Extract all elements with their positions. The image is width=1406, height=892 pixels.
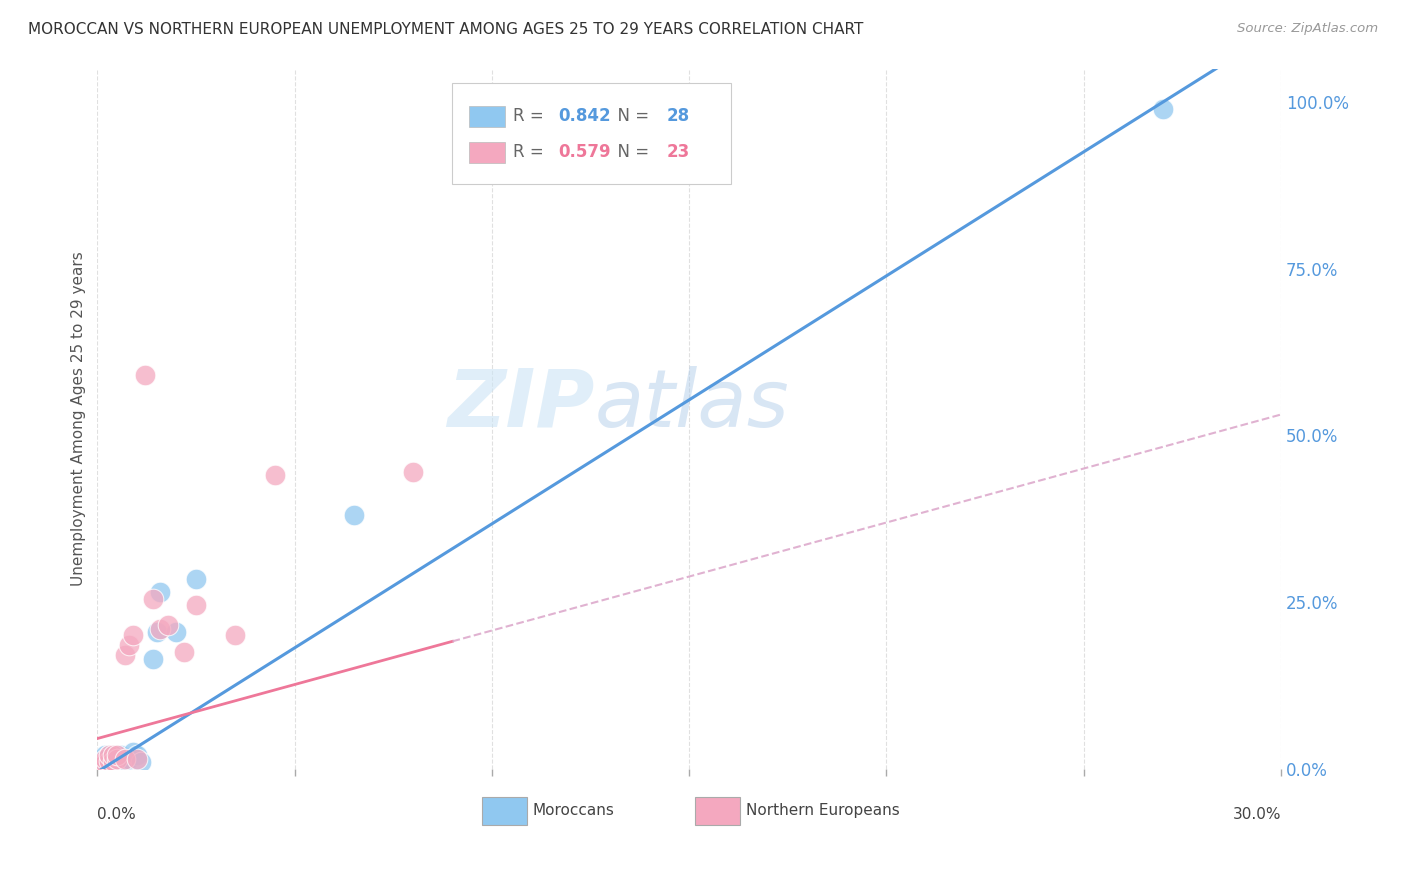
FancyBboxPatch shape	[470, 142, 505, 162]
Point	[94, 748, 117, 763]
Point	[101, 754, 124, 768]
Point	[90, 758, 112, 772]
Point	[101, 755, 124, 769]
Text: Source: ZipAtlas.com: Source: ZipAtlas.com	[1237, 22, 1378, 36]
Text: 30.0%: 30.0%	[1233, 807, 1281, 822]
Point	[343, 508, 366, 523]
Point	[98, 754, 121, 768]
Point	[94, 756, 117, 771]
Point	[145, 624, 167, 639]
Text: 0.842: 0.842	[558, 107, 610, 125]
Point	[149, 622, 172, 636]
Point	[101, 748, 124, 763]
Point	[184, 572, 207, 586]
Point	[114, 755, 136, 769]
Point	[142, 591, 165, 606]
Point	[125, 748, 148, 763]
Point	[114, 648, 136, 663]
Point	[94, 755, 117, 769]
Point	[125, 751, 148, 765]
Point	[94, 754, 117, 768]
Point	[94, 751, 117, 765]
Text: R =: R =	[513, 107, 548, 125]
Point	[110, 748, 132, 763]
Text: R =: R =	[513, 144, 548, 161]
Point	[173, 645, 195, 659]
Point	[105, 751, 128, 765]
Point	[121, 628, 143, 642]
FancyBboxPatch shape	[453, 83, 731, 184]
Point	[101, 748, 124, 763]
Point	[121, 745, 143, 759]
Point	[142, 651, 165, 665]
Point	[98, 755, 121, 769]
FancyBboxPatch shape	[470, 106, 505, 127]
Y-axis label: Unemployment Among Ages 25 to 29 years: Unemployment Among Ages 25 to 29 years	[72, 252, 86, 586]
Point	[134, 368, 156, 383]
Text: N =: N =	[607, 144, 655, 161]
Text: atlas: atlas	[595, 366, 789, 443]
Point	[105, 748, 128, 763]
Point	[149, 585, 172, 599]
Point	[94, 758, 117, 772]
Text: 0.579: 0.579	[558, 144, 610, 161]
Text: 28: 28	[666, 107, 690, 125]
Point	[105, 751, 128, 765]
Text: Moroccans: Moroccans	[533, 803, 614, 818]
Text: 0.0%: 0.0%	[97, 807, 136, 822]
Point	[129, 755, 152, 769]
FancyBboxPatch shape	[695, 797, 740, 824]
Point	[90, 756, 112, 771]
Point	[98, 751, 121, 765]
Text: Northern Europeans: Northern Europeans	[747, 803, 900, 818]
Point	[118, 638, 141, 652]
Point	[98, 748, 121, 763]
Point	[118, 751, 141, 765]
Text: MOROCCAN VS NORTHERN EUROPEAN UNEMPLOYMENT AMONG AGES 25 TO 29 YEARS CORRELATION: MOROCCAN VS NORTHERN EUROPEAN UNEMPLOYME…	[28, 22, 863, 37]
Point	[165, 624, 187, 639]
Text: ZIP: ZIP	[447, 366, 595, 443]
FancyBboxPatch shape	[482, 797, 527, 824]
Text: N =: N =	[607, 107, 655, 125]
Point	[90, 756, 112, 771]
Point	[157, 618, 180, 632]
Point	[98, 748, 121, 763]
Point	[90, 755, 112, 769]
Point	[1152, 102, 1174, 116]
Point	[114, 751, 136, 765]
Point	[105, 755, 128, 769]
Point	[224, 628, 246, 642]
Point	[110, 755, 132, 769]
Point	[264, 468, 287, 483]
Point	[184, 598, 207, 612]
Text: 23: 23	[666, 144, 690, 161]
Point	[402, 465, 425, 479]
